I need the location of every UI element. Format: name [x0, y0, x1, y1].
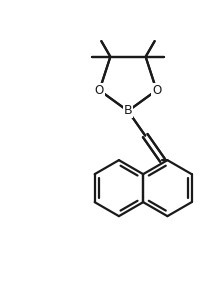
Text: B: B — [123, 105, 132, 118]
Text: O: O — [94, 84, 104, 97]
Text: O: O — [94, 84, 104, 97]
Text: O: O — [151, 84, 160, 97]
Text: B: B — [123, 105, 132, 118]
Text: O: O — [151, 84, 160, 97]
